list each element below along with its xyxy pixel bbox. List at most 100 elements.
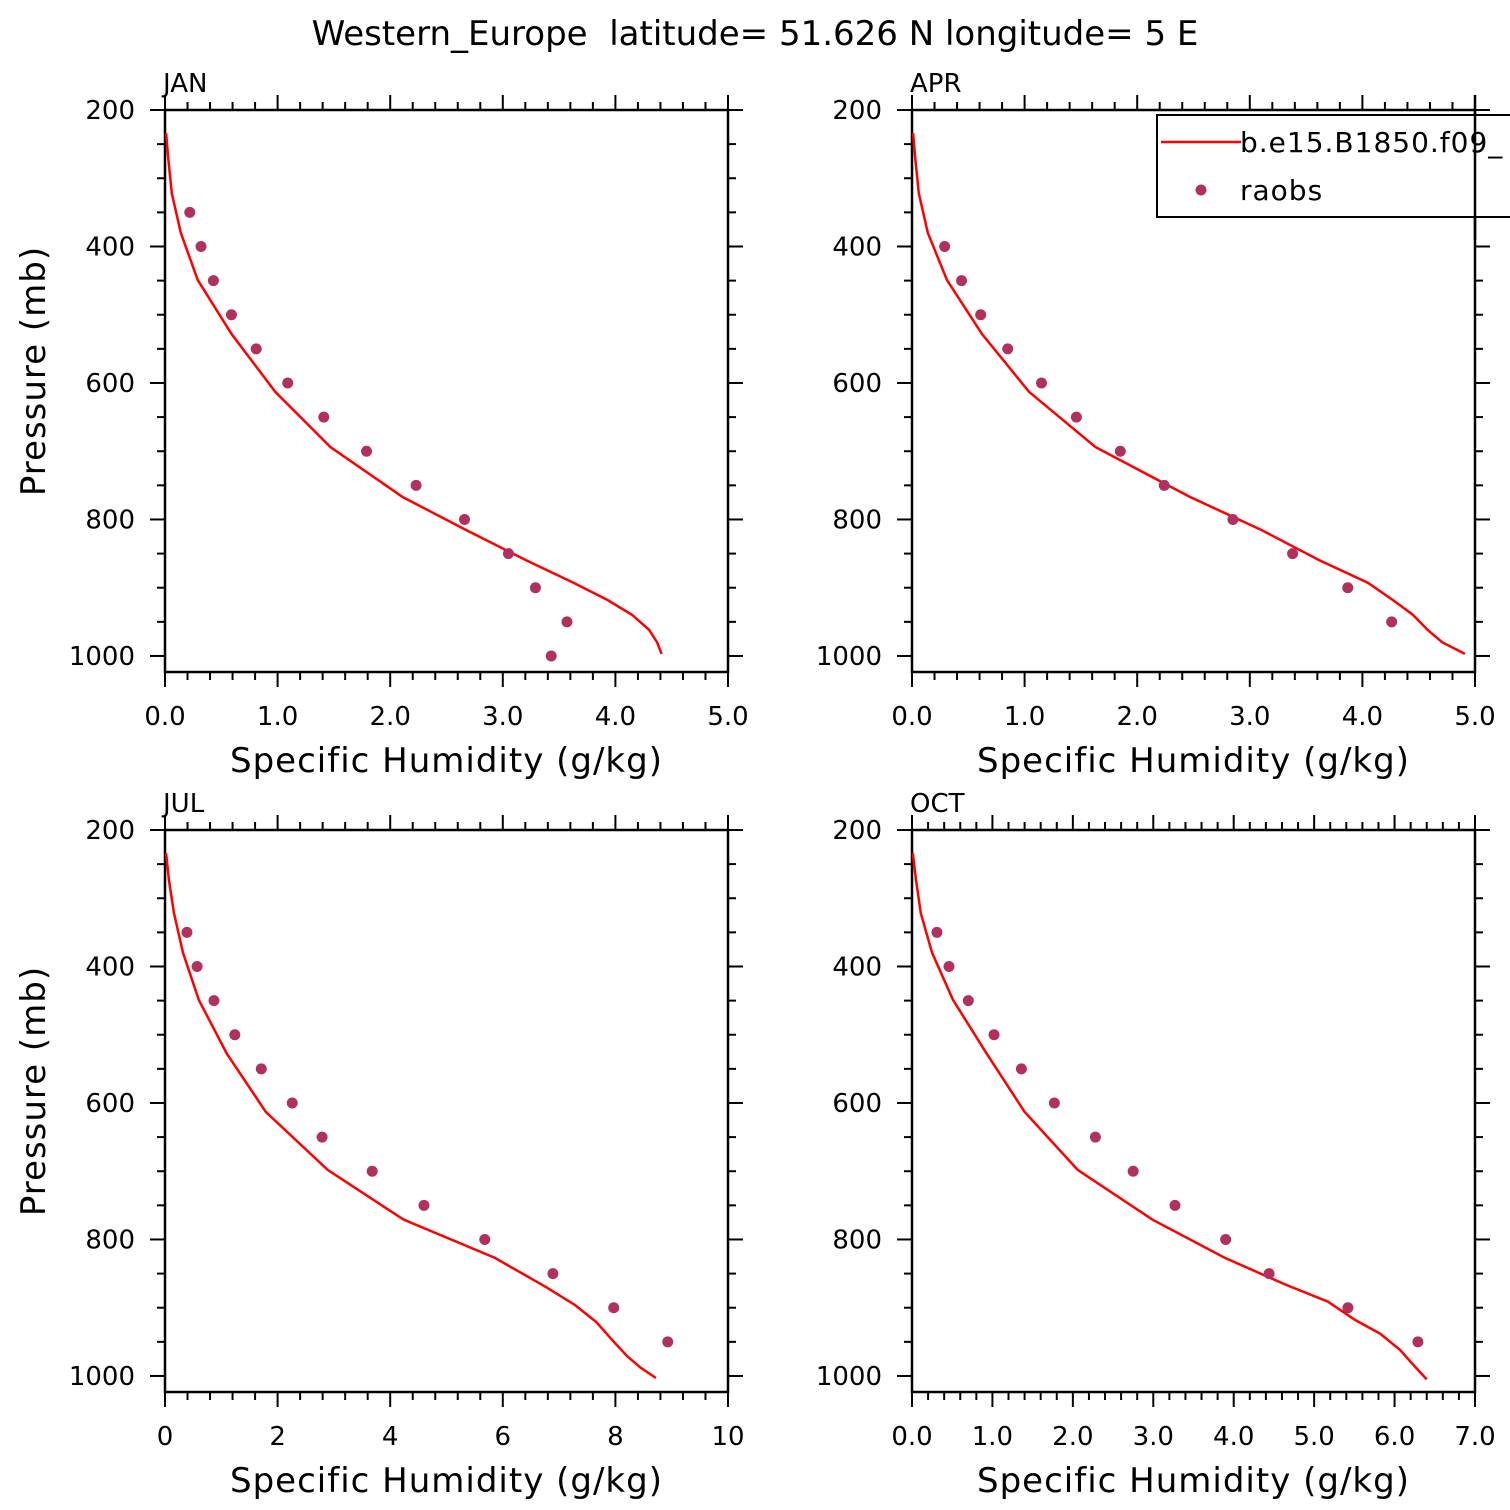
raobs-point — [1002, 343, 1014, 355]
y-tick-label: 400 — [85, 232, 135, 262]
legend-label: raobs — [1240, 174, 1323, 207]
figure-title: Western_Europe latitude= 51.626 N longit… — [312, 14, 1199, 54]
y-tick-label: 800 — [832, 505, 882, 535]
raobs-point — [208, 995, 220, 1007]
legend: b.e15.B1850.f09_raobs — [1156, 114, 1510, 218]
x-tick-label: 2.0 — [1052, 1422, 1093, 1452]
raobs-point — [318, 411, 330, 423]
x-tick-label: 0.0 — [144, 702, 185, 732]
raobs-point — [1070, 411, 1082, 423]
raobs-point — [975, 309, 987, 321]
panel-oct: 0.0 1.0 2.0 3.0 4.0 5.0 6.0 7.0 200 400 600 800 1000… — [816, 789, 1496, 1501]
y-tick-label: 1000 — [816, 642, 882, 672]
raobs-point — [561, 616, 573, 628]
y-tick-label: 400 — [85, 952, 135, 982]
raobs-point — [1342, 582, 1354, 594]
model-series-line — [164, 133, 663, 655]
raobs-point — [184, 206, 196, 218]
raobs-point — [1035, 377, 1047, 389]
raobs-point — [1342, 1302, 1354, 1314]
raobs-point — [1386, 616, 1398, 628]
panel-title: JUL — [161, 789, 205, 819]
plot-frame — [163, 108, 730, 674]
raobs-point — [250, 343, 262, 355]
raobs-point — [410, 479, 422, 491]
x-tick-label: 2 — [269, 1422, 286, 1452]
model-series-line — [911, 853, 1428, 1381]
raobs-point — [502, 548, 514, 560]
y-tick-label: 600 — [832, 369, 882, 399]
raobs-point — [479, 1233, 491, 1245]
raobs-point — [229, 1029, 241, 1041]
legend-box — [1156, 114, 1510, 218]
y-tick-label: 200 — [85, 816, 135, 846]
x-tick-label: 1.0 — [257, 702, 298, 732]
raobs-point — [282, 377, 294, 389]
raobs-point — [1048, 1097, 1060, 1109]
raobs-point — [1287, 548, 1299, 560]
y-tick-label: 1000 — [69, 1362, 135, 1392]
legend-label: b.e15.B1850.f09_ — [1240, 126, 1503, 159]
x-tick-label: 0.0 — [891, 702, 932, 732]
x-tick-label: 4.0 — [1342, 702, 1383, 732]
x-tick-label: 3.0 — [1133, 1422, 1174, 1452]
x-tick-label: 5.0 — [1293, 1422, 1334, 1452]
x-tick-label: 3.0 — [1229, 702, 1270, 732]
x-tick-label: 5.0 — [707, 702, 748, 732]
y-tick-label: 600 — [85, 1089, 135, 1119]
raobs-point — [943, 960, 955, 972]
y-tick-label: 400 — [832, 952, 882, 982]
y-tick-label: 800 — [85, 1225, 135, 1255]
y-tick-label: 600 — [85, 369, 135, 399]
raobs-point — [181, 926, 193, 938]
raobs-point — [191, 960, 203, 972]
x-tick-label: 7.0 — [1454, 1422, 1495, 1452]
x-tick-label: 2.0 — [370, 702, 411, 732]
x-tick-label: 0 — [157, 1422, 174, 1452]
raobs-point — [366, 1165, 378, 1177]
y-axis-label: Pressure (mb) — [14, 966, 54, 1216]
x-tick-label: 8 — [607, 1422, 624, 1452]
raobs-point — [939, 240, 951, 252]
model-series-line — [911, 133, 1466, 656]
raobs-point — [1412, 1336, 1424, 1348]
y-tick-label: 400 — [832, 232, 882, 262]
plot-frame — [163, 828, 730, 1394]
raobs-point — [255, 1063, 267, 1075]
raobs-point — [962, 995, 974, 1007]
x-tick-label: 1.0 — [1004, 702, 1045, 732]
y-tick-label: 200 — [85, 96, 135, 126]
raobs-point — [1015, 1063, 1027, 1075]
x-tick-label: 1.0 — [972, 1422, 1013, 1452]
model-series-line — [164, 853, 657, 1380]
raobs-point — [286, 1097, 298, 1109]
y-tick-label: 600 — [832, 1089, 882, 1119]
raobs-point — [418, 1199, 430, 1211]
x-tick-label: 3.0 — [482, 702, 523, 732]
raobs-point — [1263, 1268, 1275, 1280]
raobs-point — [529, 582, 541, 594]
x-tick-label: 6 — [495, 1422, 512, 1452]
x-tick-label: 5.0 — [1454, 702, 1495, 732]
x-axis-label: Specific Humidity (g/kg) — [977, 741, 1410, 781]
raobs-point — [1220, 1233, 1232, 1245]
raobs-point — [545, 650, 557, 662]
y-tick-label: 1000 — [816, 1362, 882, 1392]
y-tick-label: 200 — [832, 96, 882, 126]
x-axis-label: Specific Humidity (g/kg) — [977, 1461, 1410, 1501]
x-axis-label: Specific Humidity (g/kg) — [230, 1461, 663, 1501]
y-tick-label: 800 — [832, 1225, 882, 1255]
raobs-point — [988, 1029, 1000, 1041]
raobs-point — [662, 1336, 674, 1348]
x-tick-label: 4.0 — [595, 702, 636, 732]
x-tick-label: 4.0 — [1213, 1422, 1254, 1452]
raobs-point — [931, 926, 943, 938]
panel-jul: 0 2 4 6 8 10 200 400 600 800 1000 JUL Specific Humid… — [14, 789, 745, 1501]
raobs-point — [1158, 479, 1170, 491]
raobs-point — [459, 513, 471, 525]
x-axis-label: Specific Humidity (g/kg) — [230, 741, 663, 781]
raobs-point — [195, 240, 207, 252]
y-tick-label: 800 — [85, 505, 135, 535]
raobs-point — [361, 445, 373, 457]
